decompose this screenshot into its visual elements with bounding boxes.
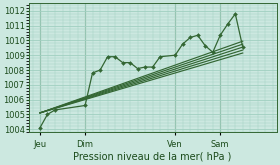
X-axis label: Pression niveau de la mer( hPa ): Pression niveau de la mer( hPa ) xyxy=(73,151,232,162)
